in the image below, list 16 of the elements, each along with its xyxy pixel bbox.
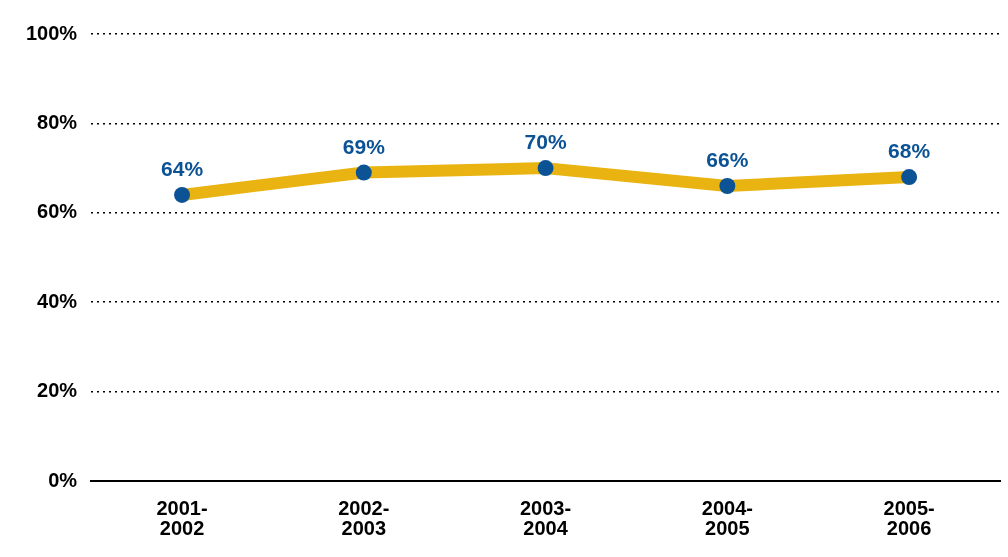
y-tick-label: 20% [37,379,78,402]
y-tick-label: 80% [37,110,78,133]
data-label: 70% [524,130,567,154]
y-tick-label: 60% [37,200,78,223]
x-tick-label: 2005-2006 [883,496,935,539]
x-tick-label: 2002-2003 [338,496,390,539]
y-tick-label: 100% [26,21,78,44]
x-tick-label: 2001-2002 [156,496,208,539]
y-tick-label: 40% [37,289,78,312]
data-label: 68% [888,139,931,163]
x-tick-label: 2003-2004 [520,496,572,539]
data-label: 69% [342,134,386,158]
data-label: 66% [706,148,749,172]
y-tick-label: 0% [48,468,78,491]
data-label: 64% [161,157,204,181]
x-tick-label: 2004-2005 [701,496,753,539]
